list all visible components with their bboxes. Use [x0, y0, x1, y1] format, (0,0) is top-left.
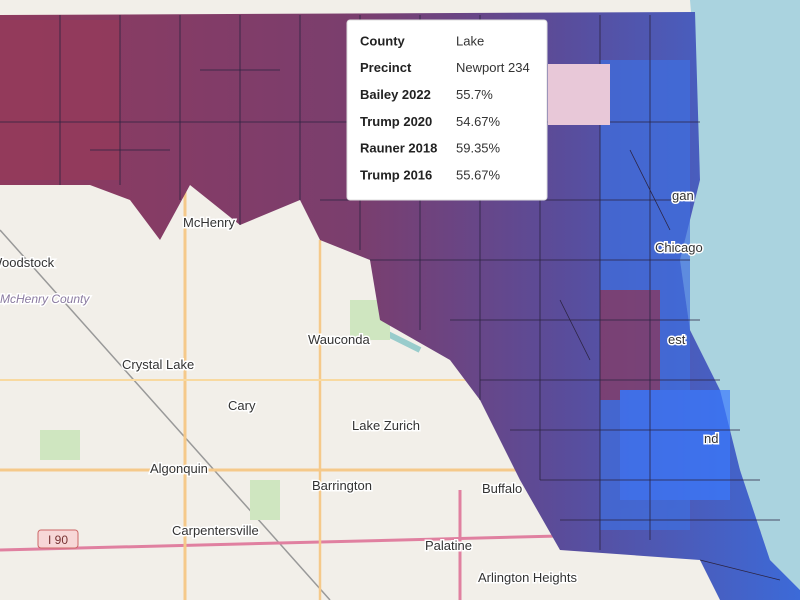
tooltip: County Lake Precinct Newport 234 Bailey 2022… [346, 19, 548, 201]
highlighted-precinct [548, 64, 610, 125]
tooltip-label: County [360, 33, 406, 48]
place-label: nd [704, 431, 718, 446]
place-label: Palatine [425, 538, 472, 553]
tooltip-value: 59.35% [456, 141, 501, 156]
tooltip-box [346, 19, 548, 201]
place-label: Arlington Heights [478, 570, 577, 585]
lake-michigan [680, 0, 800, 590]
tooltip-value: 55.7% [456, 87, 493, 102]
place-label: Chicago [655, 240, 703, 255]
tooltip-value: Lake [456, 33, 484, 48]
highway-label: I 90 [48, 533, 68, 547]
tooltip-label: Trump 2016 [360, 167, 432, 182]
place-label: Algonquin [150, 461, 208, 476]
tooltip-label: Rauner 2018 [360, 141, 437, 156]
place-label: Wauconda [308, 332, 370, 347]
county-label: McHenry County [0, 292, 90, 306]
place-label: Woodstock [0, 255, 55, 270]
greenspace [40, 300, 390, 520]
place-labels: Woodstock McHenry County McHenry Crystal… [0, 187, 720, 587]
tooltip-value: 54.67% [456, 114, 501, 129]
tooltip-label: Trump 2020 [360, 114, 432, 129]
place-label: Carpentersville [172, 523, 259, 538]
place-label: gan [672, 188, 694, 203]
place-label: Cary [228, 398, 256, 413]
place-label: Lake Zurich [352, 418, 420, 433]
place-label: McHenry [183, 215, 236, 230]
place-label: Crystal Lake [122, 357, 194, 372]
place-label: Buffalo [482, 481, 522, 496]
tooltip-label: Precinct [360, 60, 412, 75]
place-label: Barrington [312, 478, 372, 493]
tooltip-value: 55.67% [456, 167, 501, 182]
place-label: est [668, 332, 686, 347]
tooltip-label: Bailey 2022 [360, 87, 431, 102]
highway-shield [37, 529, 79, 549]
tooltip-value: Newport 234 [456, 60, 530, 75]
